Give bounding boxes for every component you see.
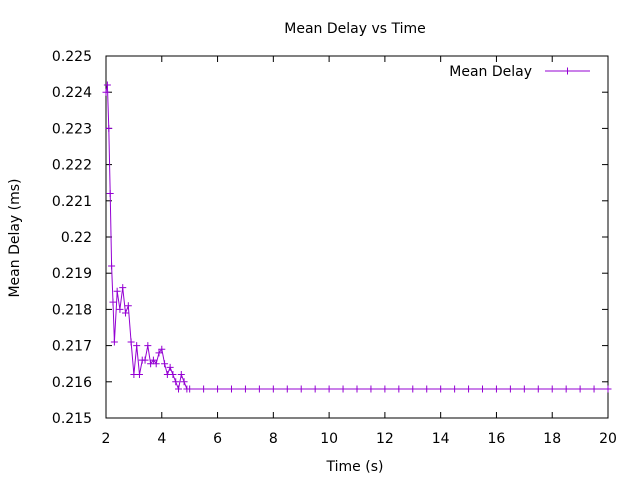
- x-tick-label: 6: [213, 431, 222, 447]
- data-point-marker: [548, 385, 556, 393]
- x-tick-label: 10: [320, 431, 338, 447]
- data-point-marker: [103, 81, 111, 89]
- x-tick-label: 16: [488, 431, 506, 447]
- data-point-marker: [113, 287, 121, 295]
- y-tick-label: 0.225: [52, 49, 92, 65]
- data-point-marker: [116, 305, 124, 313]
- data-point-marker: [283, 385, 291, 393]
- data-point-marker: [144, 342, 152, 350]
- data-point-marker: [576, 385, 584, 393]
- data-point-marker: [297, 385, 305, 393]
- data-point-marker: [106, 190, 114, 198]
- data-point-marker: [409, 385, 417, 393]
- data-point-marker: [122, 309, 130, 317]
- plot-border: [105, 55, 609, 419]
- y-tick-label: 0.219: [52, 266, 92, 282]
- x-tick-label: 2: [102, 431, 111, 447]
- data-point-marker: [562, 385, 570, 393]
- y-tick-label: 0.217: [52, 339, 92, 355]
- data-point-marker: [127, 338, 135, 346]
- y-tick-label: 0.218: [52, 302, 92, 318]
- y-tick-label: 0.216: [52, 375, 92, 391]
- data-point-marker: [161, 360, 169, 368]
- data-point-marker: [105, 124, 113, 132]
- data-point-marker: [141, 356, 149, 364]
- data-point-marker: [135, 371, 143, 379]
- data-point-marker: [133, 342, 141, 350]
- y-tick-label: 0.22: [61, 230, 92, 246]
- data-point-marker: [172, 378, 180, 386]
- data-point-marker: [155, 349, 163, 357]
- data-point-marker: [506, 385, 514, 393]
- data-point-marker: [590, 385, 598, 393]
- data-point-marker: [175, 385, 183, 393]
- legend-marker-mean-delay: [564, 67, 571, 75]
- data-point-marker: [119, 284, 127, 292]
- x-tick-label: 8: [269, 431, 278, 447]
- data-point-marker: [534, 385, 542, 393]
- data-point-marker: [269, 385, 277, 393]
- data-point-marker: [177, 371, 185, 379]
- data-point-marker: [228, 385, 235, 393]
- data-point-marker: [381, 385, 389, 393]
- x-tick-label: 14: [432, 431, 450, 447]
- data-point-marker: [241, 385, 249, 393]
- data-point-marker: [166, 363, 174, 371]
- y-tick-label: 0.223: [52, 121, 92, 137]
- data-point-marker: [492, 385, 500, 393]
- data-point-marker: [149, 356, 157, 364]
- x-tick-label: 4: [157, 431, 166, 447]
- data-point-marker: [109, 298, 117, 306]
- x-tick-label: 18: [543, 431, 561, 447]
- plot-area: 2 4 6 8 10 12 14 16 18 20 0.215 0.216 0.217 0.218 0.21…: [52, 49, 617, 447]
- x-axis-title: Time (s): [326, 459, 384, 475]
- y-tick-label: 0.215: [52, 411, 92, 427]
- data-point-marker: [311, 385, 319, 393]
- data-point-marker: [180, 378, 188, 386]
- data-point-marker: [255, 385, 263, 393]
- data-point-marker: [367, 385, 375, 393]
- y-tick-label: 0.224: [52, 85, 92, 101]
- series-line-mean-delay: [105, 84, 608, 391]
- data-point-marker: [520, 385, 528, 393]
- x-tick-label: 12: [376, 431, 394, 447]
- data-point-marker: [339, 385, 347, 393]
- data-point-marker: [200, 385, 208, 393]
- data-point-marker: [479, 385, 486, 393]
- data-point-marker: [152, 360, 160, 368]
- data-point-marker: [158, 345, 166, 353]
- data-point-marker: [110, 338, 118, 346]
- chart-title: Mean Delay vs Time: [284, 21, 425, 37]
- data-point-marker: [353, 385, 361, 393]
- y-tick-label: 0.221: [52, 194, 92, 210]
- data-point-marker: [451, 385, 459, 393]
- data-point-marker: [423, 385, 431, 393]
- data-point-marker: [214, 385, 222, 393]
- data-point-marker: [465, 385, 473, 393]
- data-point-marker: [186, 385, 194, 393]
- data-point-marker: [108, 262, 116, 270]
- data-point-marker: [124, 302, 132, 310]
- legend-label-mean-delay: Mean Delay: [449, 64, 532, 80]
- data-point-marker: [395, 385, 403, 393]
- data-point-marker: [169, 371, 177, 379]
- y-tick-label: 0.222: [52, 158, 92, 174]
- data-point-marker: [604, 385, 612, 393]
- x-tick-label: 20: [599, 431, 617, 447]
- y-axis-title: Mean Delay (ms): [7, 178, 23, 297]
- data-point-marker: [325, 385, 333, 393]
- data-point-marker: [437, 385, 445, 393]
- legend: Mean Delay: [449, 64, 590, 80]
- data-point-marker: [102, 88, 110, 96]
